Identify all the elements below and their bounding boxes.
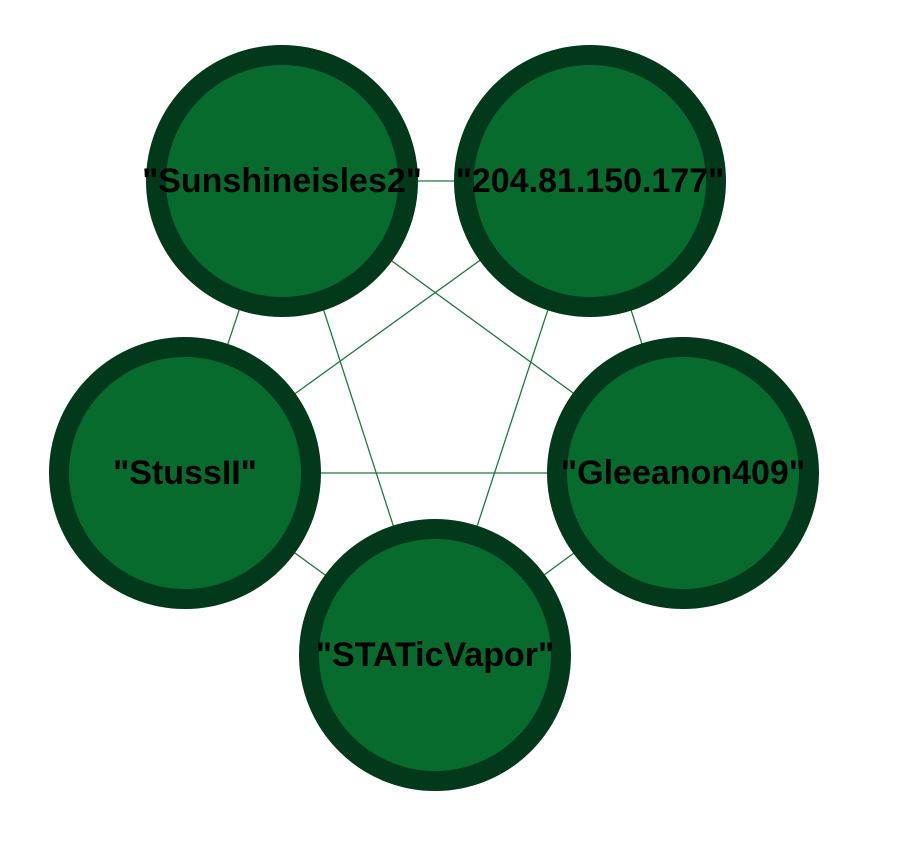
node-label-n3: "StussII": [113, 454, 257, 492]
node-label-n5: "STATicVapor": [316, 636, 554, 674]
graph-node-n5[interactable]: [299, 519, 571, 791]
node-label-n4: "Gleeanon409": [561, 454, 805, 492]
graph-node-n3[interactable]: [49, 337, 321, 609]
graph-node-n4[interactable]: [547, 337, 819, 609]
graph-node-n2[interactable]: [454, 45, 726, 317]
label-layer: "Sunshineisles2" "204.81.150.177" "StussII…: [113, 162, 805, 674]
node-label-n2: "204.81.150.177": [456, 162, 725, 200]
graph-node-n1[interactable]: [146, 45, 418, 317]
node-label-n1: "Sunshineisles2": [142, 162, 422, 200]
node-layer: [49, 45, 819, 791]
